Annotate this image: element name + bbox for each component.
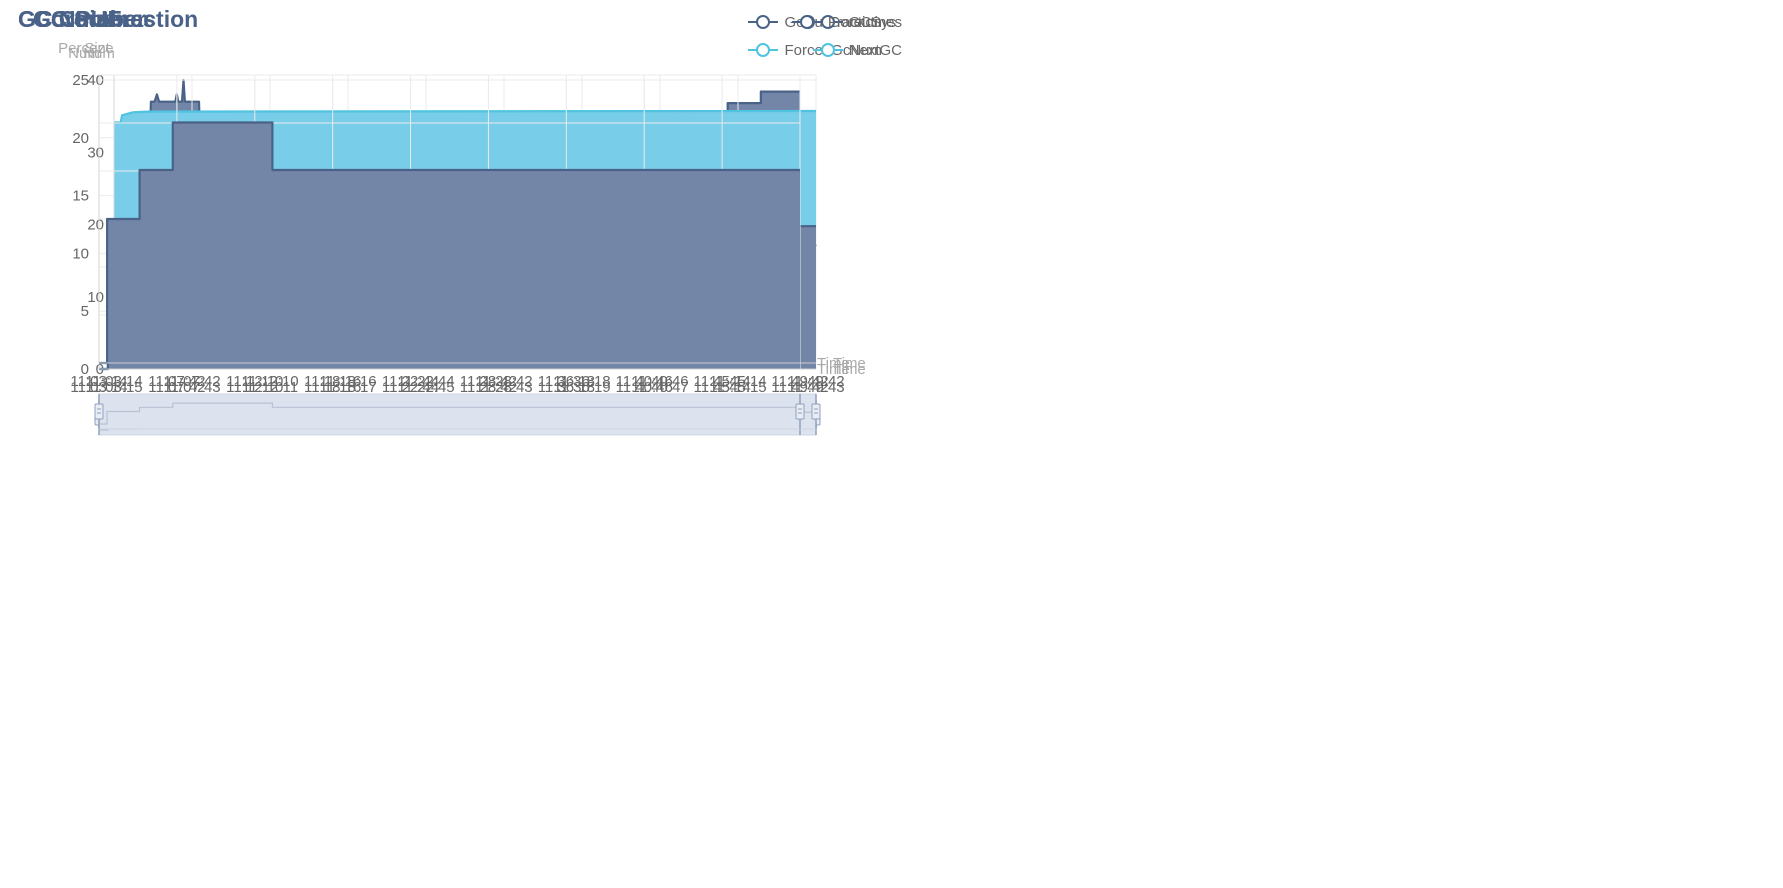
y-tick-label: 20	[87, 217, 104, 234]
x-tick-label: 11:45:15	[709, 379, 766, 396]
y-axis-label: Size	[84, 40, 113, 57]
x-tick-label: 11:45:14	[693, 379, 750, 396]
y-tick-label: 10	[72, 245, 89, 262]
legend-circle-line-icon	[791, 14, 822, 30]
x-tick-label: 11:18:16	[304, 379, 361, 396]
x-tick-label: 11:28:43	[475, 379, 532, 396]
legend-label: Fraction	[827, 13, 882, 31]
x-tick-label: 11:49:42	[787, 373, 844, 390]
gc-size-legend: GCSys NextGC	[812, 8, 902, 64]
gc-cpufraction-chart-title: GC CPUFraction	[18, 6, 199, 32]
legend-circle-line-icon	[812, 14, 843, 30]
x-tick-label: 11:03:14	[85, 373, 142, 390]
x-axis-label: Time	[833, 355, 866, 372]
gc-cpufraction-legend: Fraction	[791, 8, 882, 36]
legend-circle-line-icon	[748, 14, 779, 30]
legend-label: GCSys	[848, 13, 897, 31]
x-tick-label: 11:03:14	[70, 379, 127, 396]
x-tick-label: 11:22:44	[382, 379, 439, 396]
x-tick-label: 11:07:43	[163, 379, 220, 396]
x-tick-label: 11:28:42	[460, 379, 517, 396]
x-axis-label: Time	[817, 361, 850, 378]
x-tick-label: 11:40:47	[631, 379, 688, 396]
x-tick-label: 11:28:42	[475, 373, 532, 390]
x-tick-label: 11:03:15	[85, 379, 142, 396]
legend-circle-line-icon	[748, 42, 779, 58]
legend-circle-line-icon	[812, 42, 843, 58]
gc-cpufraction-chart-panel: 11:03:14 11:07:42 11:12:10 11:18:16 11:22:44…	[0, 0, 890, 444]
x-tick-label: 11:12:10	[226, 373, 283, 390]
x-tick-label: 11:03:14	[70, 373, 127, 390]
x-tick-label: 11:18:16	[319, 373, 376, 390]
x-tick-label: 11:49:42	[771, 379, 828, 396]
x-tick-label: 11:49:42	[771, 373, 828, 390]
legend-item-fraction[interactable]: Fraction	[791, 8, 882, 36]
y-tick-label: 40	[87, 72, 104, 89]
series-line-fraction	[99, 121, 800, 365]
legend-item-nextgc[interactable]: NextGC	[812, 36, 902, 64]
gc-cpufraction-chart: 11:03:14 11:07:42 11:12:10 11:18:16 11:22:44…	[58, 40, 850, 430]
x-tick-label: 11:12:11	[242, 379, 298, 396]
datazoom-right-handle[interactable]	[811, 394, 821, 429]
y-tick-label: 15	[72, 188, 89, 205]
datazoom-left-handle[interactable]	[94, 394, 104, 429]
x-tick-label: 11:28:42	[460, 373, 517, 390]
y-tick-label: 0	[81, 361, 89, 378]
x-tick-label: 11:18:17	[319, 379, 376, 396]
x-tick-label: 11:22:44	[397, 373, 454, 390]
x-tick-label: 11:45:14	[709, 373, 766, 390]
y-axis-label: Num	[83, 45, 115, 62]
x-tick-label: 11:07:42	[148, 379, 205, 396]
x-tick-label: 11:18:16	[304, 373, 361, 390]
x-tick-label: 11:49:43	[787, 379, 844, 396]
gc-size-chart-title: GC Size	[33, 6, 120, 32]
x-tick-label: 11:07:42	[163, 373, 220, 390]
x-tick-label: 11:07:42	[148, 373, 205, 390]
x-axis-label: Time	[817, 355, 850, 372]
x-tick-label: 11:36:18	[538, 379, 595, 396]
legend-item-gcsys[interactable]: GCSys	[812, 8, 902, 36]
x-tick-label: 11:12:10	[241, 373, 298, 390]
goroutines-chart-title: Goroutines	[33, 6, 156, 32]
gc-number-legend: GcNum ForcedGcNum	[748, 8, 882, 64]
y-tick-label: 25	[72, 72, 89, 89]
datazoom-preview-line	[99, 402, 800, 425]
x-tick-label: 11:12:10	[226, 379, 283, 396]
y-axis-label: Num	[68, 45, 100, 62]
x-tick-label: 11:36:19	[553, 379, 610, 396]
x-tick-label: 11:45:14	[693, 373, 750, 390]
gc-number-chart-title: GC Number	[18, 6, 146, 32]
x-axis-label: Time	[833, 361, 866, 378]
x-tick-label: 11:36:18	[538, 373, 595, 390]
y-tick-label: 30	[87, 144, 104, 161]
series-area-fraction	[99, 122, 800, 363]
y-tick-label: 5	[81, 303, 89, 320]
y-tick-label: 10	[87, 289, 104, 306]
x-tick-label: 11:22:45	[397, 379, 454, 396]
x-tick-label: 11:40:46	[616, 373, 673, 390]
x-tick-label: 11:36:18	[553, 373, 610, 390]
y-tick-label: 20	[72, 130, 89, 147]
x-tick-label: 11:40:46	[631, 373, 688, 390]
y-axis-label: Percent	[58, 40, 111, 57]
x-tick-label: 11:40:46	[616, 379, 673, 396]
legend-label: NextGC	[848, 41, 902, 59]
datazoom-right-handle[interactable]	[795, 394, 805, 429]
x-tick-label: 11:22:44	[382, 373, 439, 390]
datazoom-slider[interactable]	[94, 393, 805, 430]
legend-label: Goroutines	[828, 13, 902, 31]
